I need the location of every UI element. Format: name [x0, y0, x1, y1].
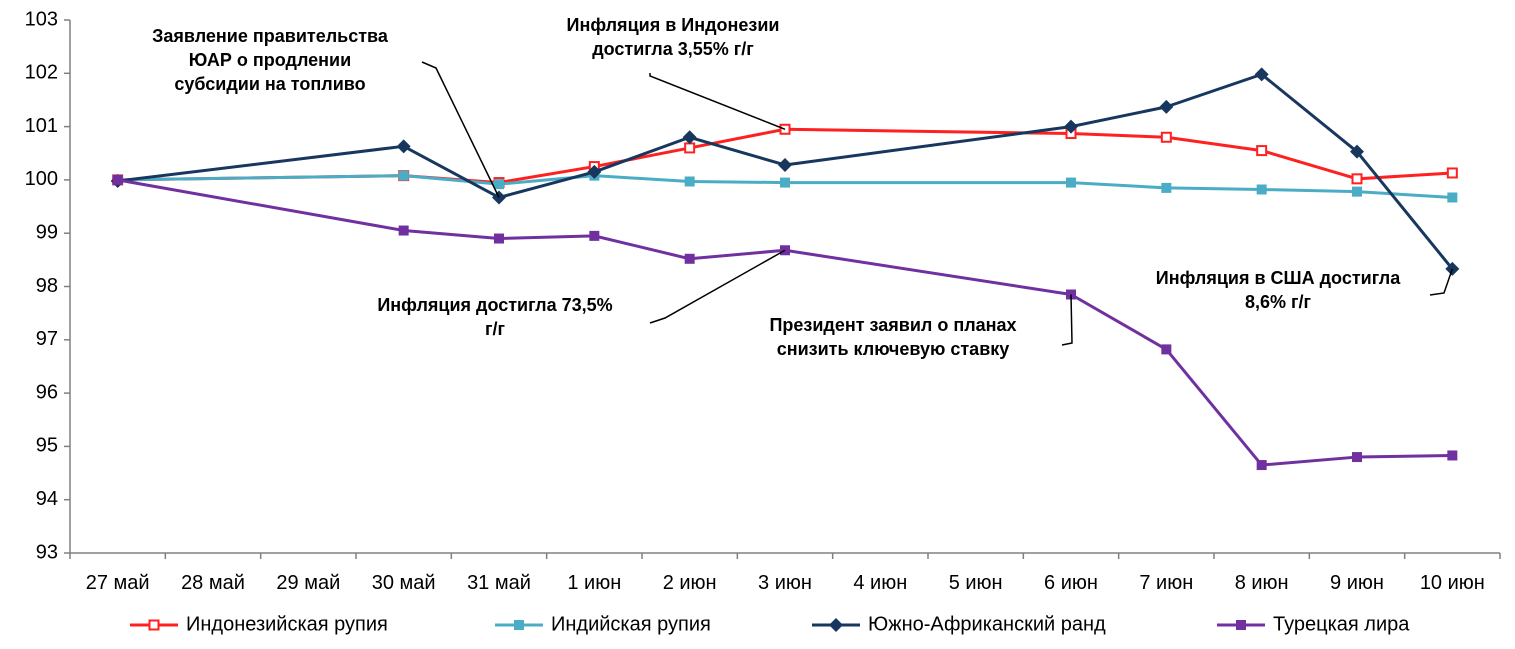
annotation-leader-line: [1429, 268, 1454, 296]
annotation-text: Инфляция в Индонезии: [567, 15, 780, 35]
y-tick-label: 99: [36, 221, 58, 243]
y-tick-label: 95: [36, 435, 58, 457]
x-tick-label: 30 май: [372, 572, 436, 594]
data-point: [112, 174, 123, 185]
legend-label: Индийская рупия: [551, 613, 711, 635]
y-tick-label: 94: [36, 488, 58, 510]
data-point: [1446, 167, 1458, 179]
y-tick-label: 96: [36, 381, 58, 403]
legend: Индонезийская рупия Индийская рупия Южно-А…: [130, 613, 1410, 635]
y-tick-label: 97: [36, 328, 58, 350]
data-point: [398, 170, 409, 181]
legend-label: Индонезийская рупия: [186, 613, 388, 635]
legend-item: Индонезийская рупия: [130, 613, 388, 635]
data-point: [778, 157, 792, 172]
data-point: [587, 164, 602, 179]
legend-item: Южно-Африканский ранд: [812, 613, 1106, 635]
legend-swatch-marker: [148, 619, 160, 631]
x-tick-label: 5 июн: [949, 572, 1003, 594]
data-point: [494, 233, 504, 244]
annotation-text: субсидии на топливо: [174, 74, 365, 94]
y-tick-label: 98: [36, 275, 58, 297]
annotation-layer: Заявление правительства ЮАР о продлении су…: [152, 15, 1454, 359]
data-point: [684, 176, 695, 187]
data-point: [780, 177, 790, 188]
annotation-leader-line: [421, 61, 500, 198]
data-point: [1160, 131, 1172, 143]
data-point: [1256, 145, 1268, 157]
x-tick-label: 6 июн: [1044, 572, 1098, 594]
y-tick-labels: 93 94 95 96 97 98 99 100 101 102 103: [25, 8, 70, 563]
y-tick-label: 93: [36, 541, 58, 563]
x-tick-label: 7 июн: [1139, 572, 1193, 594]
data-point: [1447, 450, 1458, 461]
annotation-2: Инфляция в Индонезии достигла 3,55% г/г: [567, 15, 786, 130]
annotation-3: Инфляция достигла 73,5% г/г: [377, 249, 786, 339]
annotation-1: Заявление правительства ЮАР о продлении су…: [152, 26, 500, 198]
data-point: [1447, 192, 1458, 203]
y-tick-label: 103: [25, 8, 58, 30]
series-3: [110, 67, 1460, 276]
data-point: [1161, 182, 1172, 193]
data-point: [398, 225, 409, 236]
x-tick-label: 3 июн: [758, 572, 812, 594]
annotation-leader-line: [649, 73, 786, 130]
data-point: [1066, 177, 1076, 188]
data-point: [1351, 173, 1363, 185]
x-tick-label: 10 июн: [1420, 572, 1485, 594]
data-point: [589, 230, 600, 241]
y-tick-label: 100: [25, 168, 58, 190]
annotation-text: 8,6% г/г: [1245, 292, 1312, 312]
data-point: [1064, 119, 1078, 134]
legend-item: Индийская рупия: [495, 613, 711, 635]
x-tick-labels: 27 май 28 май 29 май 30 май 31 май 1 июн 2 июн…: [69, 553, 1501, 594]
data-point: [396, 139, 411, 154]
x-tick-label: 1 июн: [567, 572, 621, 594]
legend-swatch-marker: [829, 618, 843, 632]
x-tick-label: 28 май: [181, 572, 245, 594]
x-tick-label: 4 июн: [853, 572, 907, 594]
data-point: [1159, 99, 1174, 114]
y-tick-label: 102: [25, 62, 58, 84]
annotation-text: снизить ключевую ставку: [777, 339, 1010, 359]
legend-swatch-marker: [1236, 620, 1246, 630]
data-point: [1352, 452, 1362, 463]
annotation-leader-line: [1061, 294, 1073, 346]
x-tick-label: 29 май: [276, 572, 340, 594]
annotation-text: ЮАР о продлении: [189, 50, 351, 70]
data-point: [1161, 344, 1172, 355]
data-point: [1254, 67, 1269, 82]
data-point: [494, 179, 504, 190]
x-tick-label: 2 июн: [663, 572, 717, 594]
data-point: [1350, 144, 1364, 159]
series-2: [112, 170, 1458, 203]
y-tick-label: 101: [25, 115, 58, 137]
x-tick-label: 27 май: [86, 572, 150, 594]
legend-item: Турецкая лира: [1217, 613, 1410, 635]
data-point: [684, 142, 696, 154]
annotation-4: Президент заявил о планах снизить ключеву…: [769, 294, 1073, 359]
annotation-text: г/г: [485, 319, 505, 339]
annotation-text: Инфляция в США достигла: [1156, 268, 1401, 288]
data-point: [684, 253, 695, 264]
annotation-text: Президент заявил о планах: [769, 315, 1016, 335]
data-point: [1256, 460, 1267, 471]
legend-label: Турецкая лира: [1273, 613, 1410, 635]
x-tick-label: 9 июн: [1330, 572, 1384, 594]
data-point: [1256, 184, 1267, 195]
annotation-text: Инфляция достигла 73,5%: [377, 295, 612, 315]
data-point: [682, 130, 697, 145]
series-layer: [110, 67, 1460, 471]
data-point: [1352, 186, 1362, 197]
annotation-text: достигла 3,55% г/г: [592, 39, 754, 59]
annotation-leader-line: [649, 249, 786, 324]
x-tick-label: 31 май: [467, 572, 531, 594]
x-tick-label: 8 июн: [1235, 572, 1289, 594]
legend-label: Южно-Африканский ранд: [868, 613, 1106, 635]
annotation-text: Заявление правительства: [152, 26, 389, 46]
legend-swatch-marker: [514, 620, 524, 630]
annotation-5: Инфляция в США достигла 8,6% г/г: [1156, 268, 1454, 312]
